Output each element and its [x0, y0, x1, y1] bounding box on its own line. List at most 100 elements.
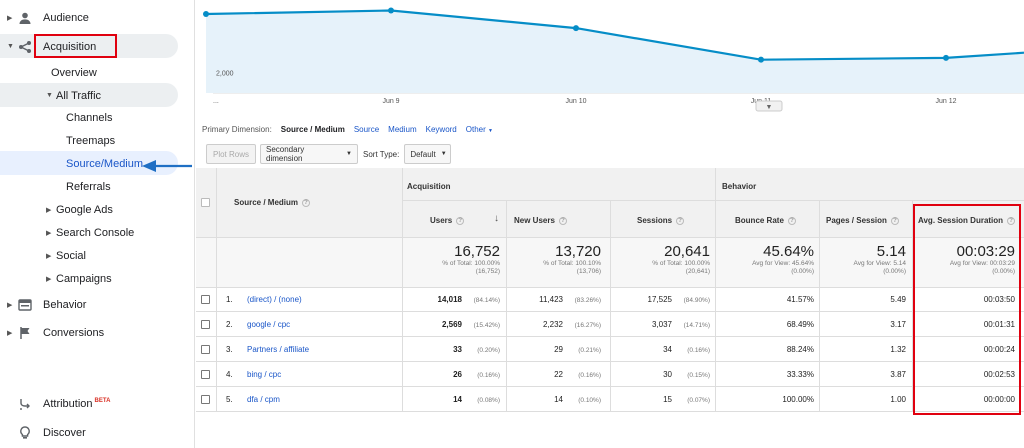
total-sub: % of Total: 100.00%: [652, 260, 710, 267]
total-sub: % of Total: 100.10%: [543, 260, 601, 267]
nav-label: Channels: [66, 111, 113, 124]
metric-value: 11,423: [539, 295, 563, 304]
expand-caret-icon: ▶: [7, 301, 13, 309]
nav-google-ads[interactable]: ▶ Google Ads: [0, 198, 195, 221]
help-icon[interactable]: ?: [676, 216, 685, 225]
y-tick-label: 2,000: [216, 71, 234, 78]
help-icon[interactable]: ?: [890, 216, 899, 225]
nav-attribution[interactable]: Attribution BETA: [0, 392, 195, 415]
acquisition-icon: [19, 41, 31, 53]
nav-label: Search Console: [56, 226, 135, 239]
nav-social[interactable]: ▶ Social: [0, 244, 195, 267]
row-checkbox[interactable]: [201, 345, 210, 354]
metric-value: 26: [453, 370, 462, 379]
dimension-column-header[interactable]: Source / Medium?: [234, 198, 311, 207]
nav-discover[interactable]: Discover: [0, 421, 195, 444]
bounce-rate-value: 68.49%: [786, 320, 814, 329]
sort-type-label: Sort Type:: [363, 149, 400, 159]
acquisition-highlight: [0, 34, 178, 58]
source-medium-link[interactable]: (direct) / (none): [247, 295, 302, 304]
help-icon[interactable]: ?: [302, 198, 311, 207]
bounce-rate-value: 41.57%: [786, 295, 814, 304]
metric-value: 3,037: [651, 320, 672, 329]
nav-source-medium[interactable]: Source/Medium: [0, 152, 195, 175]
total-sub: Avg for View: 45.64%: [752, 260, 814, 267]
metric-percent: (0.21%): [578, 347, 601, 354]
nav-channels[interactable]: Channels: [0, 106, 195, 129]
help-icon[interactable]: ?: [558, 216, 567, 225]
help-icon[interactable]: ?: [1007, 216, 1016, 225]
dimension-other-dropdown[interactable]: Other ▼: [466, 125, 493, 134]
data-point[interactable]: [943, 54, 949, 61]
other-label: Other: [465, 125, 486, 134]
metric-percent: (16.27%): [574, 322, 601, 329]
dimension-source-link[interactable]: Source: [353, 125, 380, 134]
sessions-value: 15 (0.07%): [614, 395, 710, 404]
source-medium-link[interactable]: google / cpc: [247, 320, 291, 329]
data-point[interactable]: [573, 25, 579, 32]
pages-session-value: 5.49: [890, 295, 906, 304]
dimension-medium-link[interactable]: Medium: [388, 125, 417, 134]
data-point[interactable]: [388, 7, 394, 14]
row-checkbox[interactable]: [201, 395, 210, 404]
acquisition-annotation-box: [34, 34, 117, 58]
metric-percent: (0.16%): [477, 372, 500, 379]
nav-all-traffic[interactable]: ▼ All Traffic: [0, 84, 195, 107]
users-column-header[interactable]: Users?: [430, 216, 465, 225]
secondary-dimension-dropdown[interactable]: Secondary dimension ▼: [260, 144, 358, 164]
nav-label: Discover: [43, 426, 86, 439]
nav-acquisition[interactable]: ▼ Acquisition: [0, 35, 195, 58]
nav-label: Google Ads: [56, 203, 113, 216]
secondary-dimension-label: Secondary dimension: [266, 145, 305, 163]
row-checkbox[interactable]: [201, 320, 210, 329]
sessions-value: 34 (0.16%): [614, 345, 710, 354]
help-icon[interactable]: ?: [456, 216, 465, 225]
source-medium-link[interactable]: dfa / cpm: [247, 395, 280, 404]
row-checkbox[interactable]: [201, 370, 210, 379]
nav-campaigns[interactable]: ▶ Campaigns: [0, 267, 195, 290]
chevron-down-icon: ▼: [440, 151, 447, 157]
nav-overview[interactable]: Overview: [0, 61, 195, 84]
chart-resize-handle[interactable]: ▼: [755, 100, 783, 112]
bounce-rate-value: 88.24%: [786, 345, 814, 354]
dimension-keyword-link[interactable]: Keyword: [425, 125, 457, 134]
row-checkbox[interactable]: [201, 295, 210, 304]
expand-caret-icon: ▶: [46, 252, 52, 260]
source-medium-link[interactable]: bing / cpc: [247, 370, 282, 379]
help-icon[interactable]: ?: [787, 216, 796, 225]
nav-search-console[interactable]: ▶ Search Console: [0, 221, 195, 244]
nav-treemaps[interactable]: Treemaps: [0, 129, 195, 152]
chevron-down-icon: ▼: [346, 151, 352, 157]
plot-rows-button[interactable]: Plot Rows: [206, 144, 256, 164]
sort-type-dropdown[interactable]: Default ▼: [404, 144, 452, 164]
sort-value: Default: [410, 149, 436, 159]
person-icon: [19, 12, 31, 24]
bounce-rate-column-header[interactable]: Bounce Rate?: [735, 216, 796, 225]
primary-dimension-label: Primary Dimension:: [202, 125, 272, 134]
pages-session-column-header[interactable]: Pages / Session?: [826, 216, 899, 225]
nav-label: All Traffic: [56, 89, 102, 102]
select-all-checkbox[interactable]: [201, 198, 210, 207]
nav-label: Social: [56, 249, 86, 262]
nav-audience[interactable]: ▶ Audience: [0, 6, 195, 29]
new-users-column-header[interactable]: New Users?: [514, 216, 567, 225]
bounce-rate-value: 33.33%: [786, 370, 814, 379]
nav-label: Overview: [51, 66, 97, 79]
total-sub: % of Total: 100.00%: [442, 260, 500, 267]
sort-descending-icon[interactable]: ↓: [494, 213, 499, 224]
new-users-value: 29 (0.21%): [509, 345, 601, 354]
sessions-column-header[interactable]: Sessions?: [637, 216, 685, 225]
nav-conversions[interactable]: ▶ Conversions: [0, 321, 195, 344]
nav-referrals[interactable]: Referrals: [0, 175, 195, 198]
data-point[interactable]: [203, 11, 209, 18]
data-point[interactable]: [758, 56, 764, 63]
source-medium-link[interactable]: Partners / affiliate: [247, 345, 310, 354]
expand-caret-icon: ▶: [46, 206, 52, 214]
avg-duration-column-header[interactable]: Avg. Session Duration?: [918, 216, 1016, 225]
nav-behavior[interactable]: ▶ Behavior: [0, 293, 195, 316]
metric-value: 2,232: [542, 320, 563, 329]
avg-duration-value: 00:00:24: [983, 345, 1015, 354]
collapse-caret-icon: ▼: [46, 92, 53, 99]
users-value: 14 (0.08%): [405, 395, 500, 404]
source-medium-selected: [0, 151, 178, 175]
